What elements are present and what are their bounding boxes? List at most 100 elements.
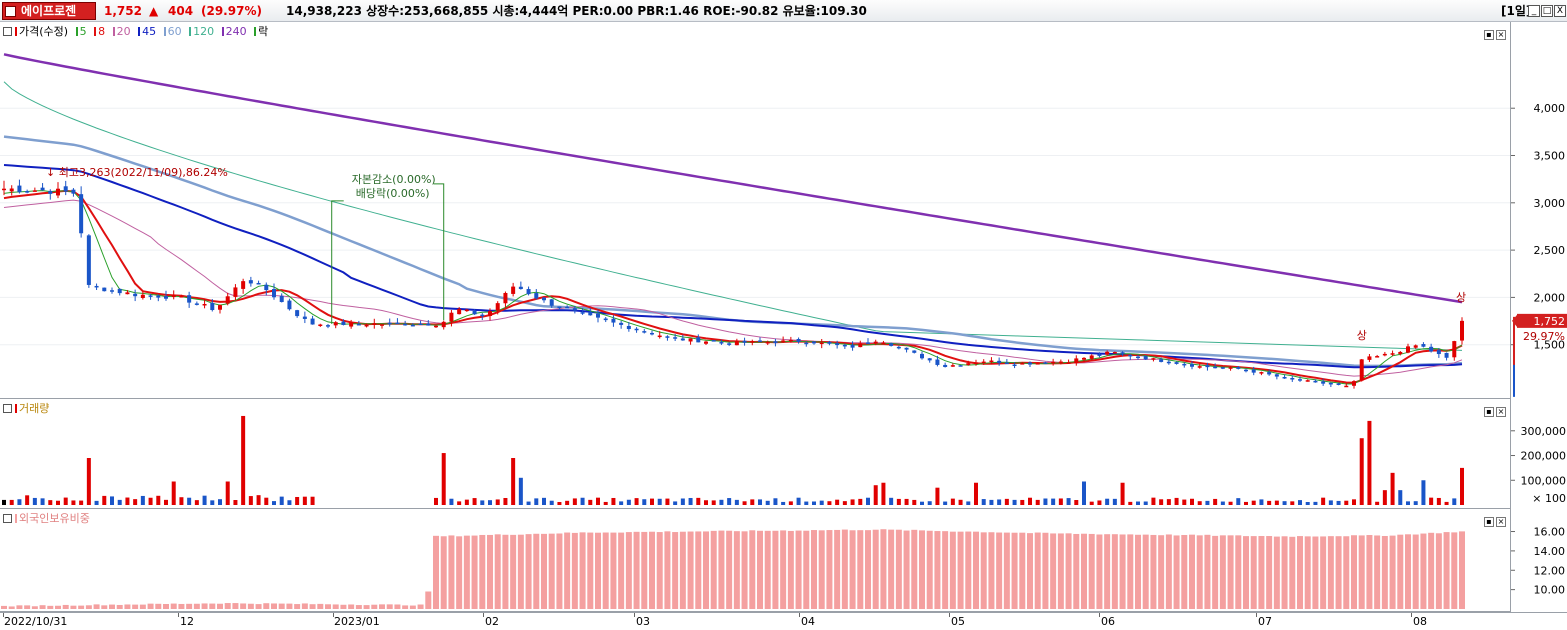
foreign-ownership-bar (595, 532, 601, 609)
volume-bar (742, 501, 747, 505)
candle-body (202, 303, 207, 306)
volume-bar (233, 500, 238, 505)
candle-body (665, 336, 670, 338)
volume-bar (256, 495, 261, 505)
volume-panel[interactable]: 거래량 ▪ × (0, 399, 1510, 509)
foreign-ownership-bar (255, 604, 262, 609)
candle-body (1305, 380, 1310, 382)
foreign-ownership-bar (965, 531, 972, 609)
candle-body (1028, 362, 1032, 365)
price-y-label: 4,000 (1534, 102, 1566, 115)
candle-body (634, 328, 639, 331)
volume-y-axis: 300,000 200,000 100,000 × 100 (1510, 399, 1567, 509)
volume-bar (1120, 482, 1125, 505)
volume-bar (171, 481, 176, 505)
foreign-ownership-bar (325, 604, 331, 609)
panel-toggle-icon[interactable] (3, 27, 12, 36)
panel-close-icon[interactable]: × (1496, 407, 1506, 417)
panel-close-icon[interactable]: × (1496, 30, 1506, 40)
date-label-05: 05 (951, 615, 965, 628)
volume-bar (48, 500, 53, 505)
panel-toggle-icon[interactable] (3, 404, 12, 413)
price-legend: 가격(수정) 5 8 20 45 60 120 240 락 (3, 25, 272, 39)
candle-body (1444, 352, 1449, 358)
candle-body (218, 305, 222, 310)
candle-body (1112, 352, 1117, 354)
foreign-ownership-bar (1104, 534, 1111, 609)
candle-body (1228, 367, 1233, 369)
panel-minimize-icon[interactable]: ▪ (1484, 517, 1494, 527)
foreign-ownership-bar (1358, 535, 1365, 609)
foreign-ownership-bar (132, 604, 139, 609)
candle-body (1190, 364, 1194, 367)
foreign-ownership-bar (1158, 535, 1165, 609)
foreign-ownership-bar (1204, 534, 1211, 609)
candle-body (372, 323, 377, 325)
candle-body (673, 337, 678, 339)
panel-minimize-icon[interactable]: ▪ (1484, 407, 1494, 417)
candle-body (873, 341, 878, 344)
date-tick (949, 613, 950, 617)
candle-body (704, 341, 708, 344)
volume-bar (133, 499, 138, 505)
volume-bar (1267, 500, 1272, 505)
candle-body (1436, 350, 1441, 355)
foreign-ownership-bar (39, 605, 46, 609)
price-panel[interactable]: ↓ 최고3,263(2022/11/09),86.24%최저1,013(2023… (0, 22, 1510, 399)
volume-bar (1151, 497, 1156, 505)
foreign-ownership-panel[interactable]: 외국인보유비중 ▪ × (0, 509, 1510, 612)
volume-bar (827, 501, 832, 505)
candle-body (1344, 385, 1349, 388)
volume-chart[interactable] (0, 399, 1510, 508)
volume-bar (1082, 481, 1086, 505)
candle-body (248, 280, 253, 284)
volume-bar (626, 499, 631, 505)
volume-bar (873, 485, 878, 505)
foreign-ownership-bar (703, 531, 709, 609)
volume-bar (858, 498, 863, 505)
candle-body (272, 289, 276, 298)
candle-body (1128, 354, 1133, 357)
foreign-ownership-bar (425, 591, 432, 609)
candle-body (426, 323, 431, 326)
foreign-ownership-bar (139, 604, 146, 609)
foreign-ownership-bar (934, 531, 941, 609)
volume-bar (1406, 501, 1410, 505)
foreign-ownership-chart[interactable] (0, 509, 1510, 611)
volume-bar (704, 500, 708, 505)
volume-bar (1028, 497, 1032, 505)
foreign-ownership-bar (193, 603, 200, 609)
candle-body (56, 188, 60, 196)
stock-selector-icon[interactable] (5, 6, 16, 17)
candle-body (1035, 363, 1040, 365)
period-selector[interactable]: [1일] (1501, 4, 1532, 18)
foreign-ownership-bar (903, 530, 910, 609)
volume-bar (1066, 498, 1071, 505)
volume-bar (179, 497, 184, 505)
minimize-button[interactable]: _ (1528, 5, 1540, 17)
panel-toggle-icon[interactable] (3, 514, 12, 523)
foreign-ownership-bar (332, 604, 339, 609)
candle-body (1367, 356, 1372, 360)
volume-bar (711, 500, 716, 505)
volume-bar (56, 500, 60, 505)
panel-minimize-icon[interactable]: ▪ (1484, 30, 1494, 40)
panel-close-icon[interactable]: × (1496, 517, 1506, 527)
foreign-ownership-bar (795, 530, 802, 609)
restore-button[interactable]: □ (1541, 5, 1553, 17)
foreign-ownership-bar (85, 605, 92, 609)
volume-bar (572, 498, 577, 505)
stock-name-box[interactable]: 에이프로젠 (2, 2, 96, 20)
price-chart[interactable]: ↓ 최고3,263(2022/11/09),86.24%최저1,013(2023… (0, 22, 1510, 398)
ma60-legend-marker (163, 27, 166, 36)
foreign-ownership-bar (1335, 536, 1342, 609)
legend-ma60: 60 (167, 25, 182, 38)
foreign-ownership-bar (980, 532, 987, 609)
price-panel-buttons: ▪ × (1482, 26, 1506, 40)
legend-drop: 락 (258, 25, 269, 38)
foreign-ownership-bar (155, 603, 162, 609)
candle-body (958, 365, 963, 367)
volume-bar (1305, 501, 1310, 505)
foreign-ownership-bar (448, 535, 455, 609)
close-button[interactable]: X (1554, 5, 1566, 17)
